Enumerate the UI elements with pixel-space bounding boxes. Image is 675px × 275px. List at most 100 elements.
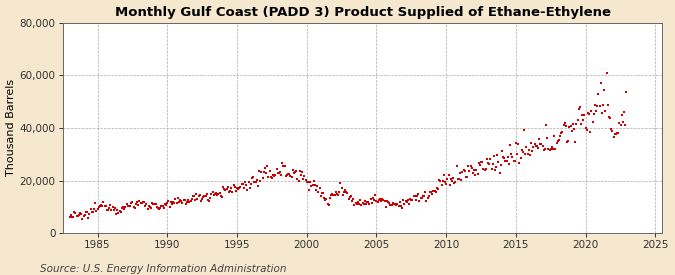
Point (103, 207, 113, 212)
Point (277, 161, 288, 166)
Point (251, 178, 262, 182)
Point (607, 128, 618, 133)
Point (170, 196, 181, 201)
Point (119, 207, 130, 211)
Point (410, 197, 421, 202)
Point (408, 194, 419, 198)
Point (98, 200, 109, 204)
Point (384, 201, 395, 205)
Point (322, 202, 333, 206)
Point (458, 167, 469, 172)
Point (250, 180, 261, 184)
Point (428, 189, 439, 194)
Point (472, 172, 483, 176)
Point (299, 174, 310, 178)
Point (435, 179, 446, 184)
Point (140, 204, 151, 208)
Point (254, 169, 265, 173)
Point (269, 174, 279, 178)
Point (188, 194, 199, 199)
Point (452, 164, 462, 169)
Point (491, 165, 502, 169)
Point (610, 132, 620, 136)
Point (478, 166, 489, 171)
Point (597, 103, 608, 107)
Point (293, 179, 304, 183)
Point (356, 203, 367, 207)
Point (117, 205, 128, 210)
Point (460, 174, 471, 179)
Point (568, 122, 578, 126)
Point (288, 168, 298, 173)
Point (571, 122, 582, 127)
Point (248, 175, 259, 179)
Point (167, 202, 178, 207)
Point (389, 202, 400, 207)
Point (352, 200, 363, 205)
Point (159, 206, 169, 211)
Point (238, 186, 249, 190)
Point (217, 195, 227, 199)
Point (486, 167, 497, 171)
Point (142, 207, 153, 211)
Point (117, 206, 128, 210)
Point (75, 211, 86, 216)
Point (249, 180, 260, 184)
Point (450, 180, 461, 184)
Point (556, 131, 566, 135)
Point (502, 155, 513, 159)
Point (413, 191, 424, 196)
Point (346, 194, 356, 198)
Point (534, 137, 545, 142)
Point (141, 202, 152, 207)
Point (298, 177, 308, 182)
Point (297, 170, 308, 174)
Point (549, 134, 560, 139)
Point (264, 169, 275, 173)
Point (483, 160, 493, 165)
Point (188, 194, 198, 199)
Point (520, 152, 531, 156)
Point (477, 160, 487, 165)
Point (563, 139, 574, 144)
Point (217, 185, 228, 189)
Point (476, 160, 487, 164)
Point (262, 164, 273, 168)
Point (270, 173, 281, 177)
Point (209, 192, 220, 196)
Point (448, 175, 458, 180)
Point (190, 197, 200, 202)
Point (383, 200, 394, 204)
Point (502, 158, 512, 163)
Point (568, 126, 579, 131)
Point (76, 212, 86, 216)
Point (468, 168, 479, 172)
Point (455, 170, 466, 175)
Point (457, 170, 468, 174)
Point (180, 202, 191, 206)
Point (487, 162, 498, 166)
Point (574, 104, 585, 109)
Point (114, 209, 125, 213)
Point (279, 164, 290, 168)
Point (547, 147, 558, 151)
Point (410, 194, 421, 198)
Point (185, 198, 196, 203)
Point (497, 149, 508, 153)
Point (329, 192, 340, 197)
Point (583, 111, 593, 116)
Point (600, 109, 611, 114)
Point (499, 156, 510, 160)
Point (244, 186, 255, 191)
Point (136, 201, 147, 205)
Point (360, 202, 371, 207)
Point (259, 166, 270, 171)
Point (93, 205, 104, 210)
Point (156, 204, 167, 208)
Point (526, 141, 537, 145)
Point (610, 132, 621, 136)
Point (327, 191, 338, 196)
Point (447, 179, 458, 183)
Point (421, 199, 432, 204)
Point (557, 130, 568, 134)
